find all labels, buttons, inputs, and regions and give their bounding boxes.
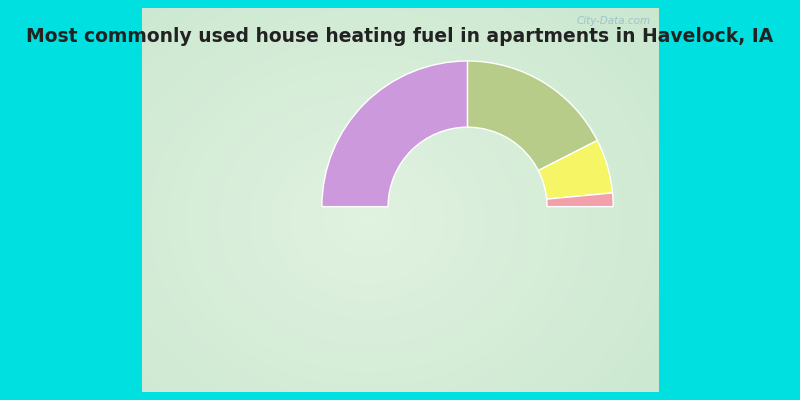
- Wedge shape: [467, 61, 598, 170]
- Wedge shape: [322, 61, 467, 207]
- Wedge shape: [538, 140, 613, 199]
- Text: City-Data.com: City-Data.com: [576, 16, 650, 26]
- Text: Most commonly used house heating fuel in apartments in Havelock, IA: Most commonly used house heating fuel in…: [26, 26, 774, 46]
- Wedge shape: [546, 193, 613, 207]
